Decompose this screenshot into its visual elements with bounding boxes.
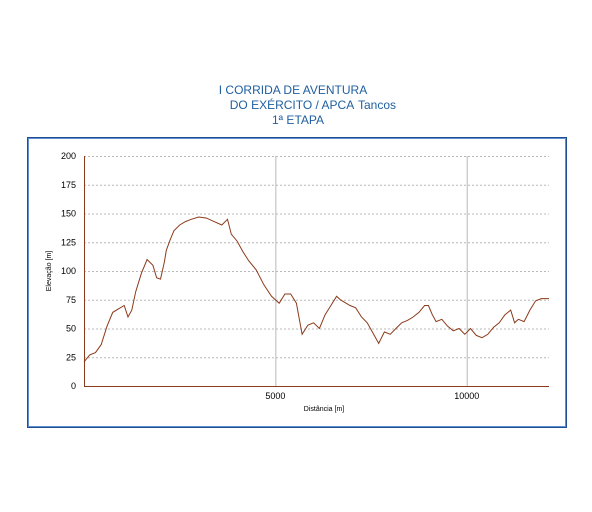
y-tick-label: 100: [61, 266, 76, 276]
y-tick-label: 50: [66, 324, 76, 334]
chart-frame: [27, 137, 567, 428]
y-tick-label: 200: [61, 151, 76, 161]
y-tick-label: 25: [66, 352, 76, 362]
y-axis-label: Elevação [m]: [46, 251, 53, 292]
chart-title-line2: DO EXÉRCITO / APCA: [229, 98, 355, 112]
x-tick-label: 10000: [454, 391, 479, 401]
chart-title-line3: 1ª ETAPA: [271, 113, 324, 127]
y-tick-label: 150: [61, 209, 76, 219]
y-tick-label: 175: [61, 180, 76, 190]
axes: [84, 156, 549, 387]
chart-title-place: Tancos: [358, 98, 397, 112]
y-tick-label: 0: [71, 381, 76, 391]
y-tick-label: 125: [61, 237, 76, 247]
grid-lines: [84, 156, 549, 386]
chart-title-line1: I CORRIDA DE AVENTURA: [218, 83, 368, 97]
y-tick-label: 75: [66, 295, 76, 305]
elevation-series-line: [83, 216, 549, 363]
x-tick-label: 5000: [265, 391, 285, 401]
x-axis-label: Distância [m]: [304, 406, 345, 413]
tick-labels: 0 25 50 75 100 125 150 175 200 5000 10000: [61, 151, 479, 401]
